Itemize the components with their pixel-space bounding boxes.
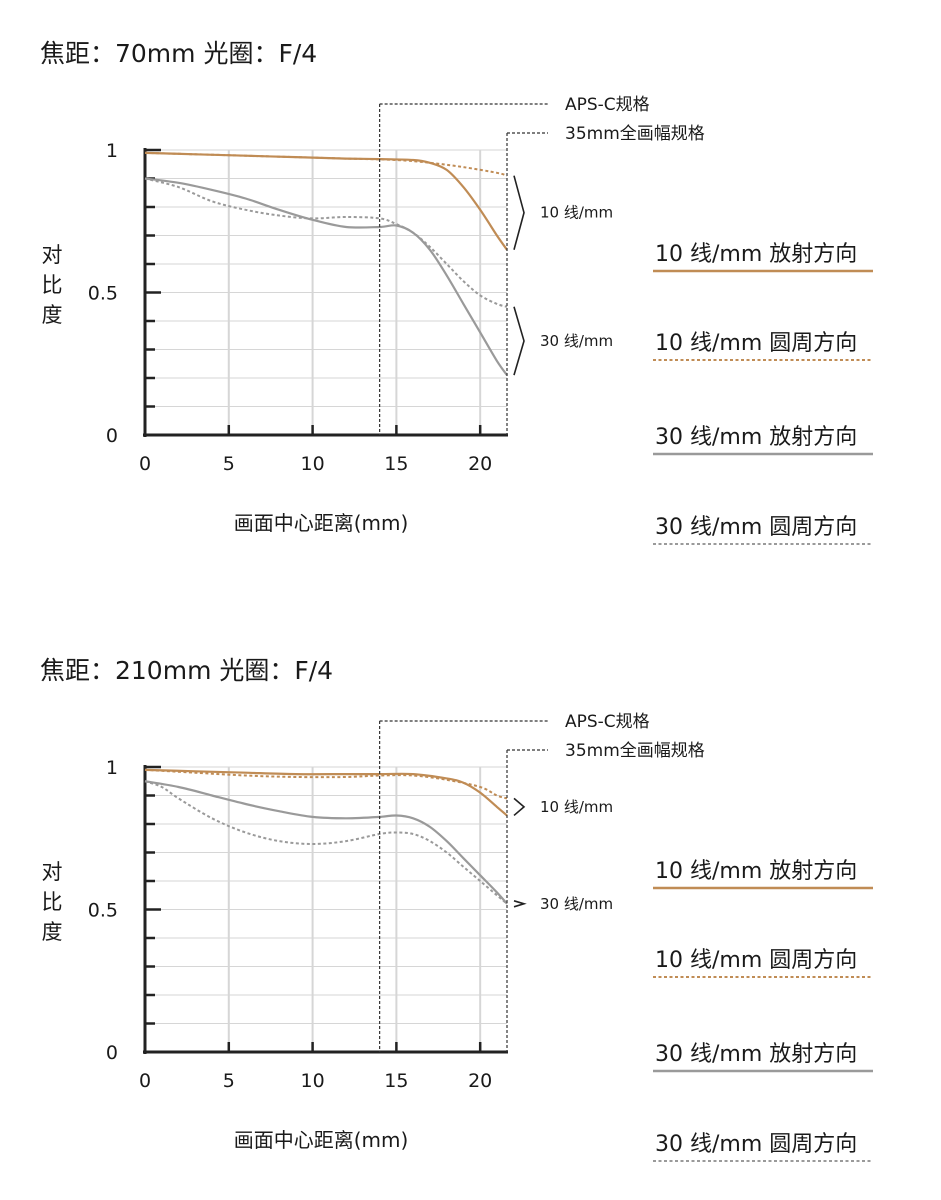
y-axis-label: 对比度 — [42, 243, 63, 327]
legend-label: 30 线/mm 放射方向 — [655, 1042, 857, 1067]
x-axis-label: 画面中心距离(mm) — [234, 1128, 409, 1152]
series-line-3 — [144, 780, 508, 905]
legend-label: 10 线/mm 圆周方向 — [655, 948, 857, 973]
chart-title: 焦距：70mm 光圈：F/4 — [40, 39, 317, 68]
legend-label: 30 线/mm 圆周方向 — [655, 515, 857, 540]
x-tick-label: 5 — [223, 453, 235, 475]
group-label: 30 线/mm — [540, 895, 613, 913]
group-label: 10 线/mm — [540, 798, 613, 816]
series-line-4 — [144, 780, 508, 905]
series-line-3 — [144, 177, 508, 376]
y-tick-label: 1 — [106, 140, 118, 162]
group-bracket — [513, 306, 525, 376]
x-tick-label: 20 — [468, 453, 492, 475]
y-tick-label: 0 — [106, 1042, 118, 1064]
x-tick-label: 0 — [139, 1070, 151, 1092]
y-tick-label: 1 — [106, 757, 118, 779]
series-line-1 — [144, 768, 508, 817]
x-tick-label: 10 — [300, 1070, 324, 1092]
x-tick-label: 5 — [223, 1070, 235, 1092]
legend-label: 10 线/mm 放射方向 — [655, 859, 857, 884]
grid — [145, 149, 507, 435]
x-tick-label: 15 — [384, 1070, 408, 1092]
group-bracket — [513, 900, 527, 908]
legend-label: 30 线/mm 放射方向 — [655, 425, 857, 450]
x-tick-label: 10 — [300, 453, 324, 475]
y-tick-label: 0.5 — [88, 900, 118, 922]
series-line-2 — [144, 151, 508, 177]
group-bracket — [513, 797, 526, 817]
legend-label: 30 线/mm 圆周方向 — [655, 1132, 857, 1157]
x-axis-label: 画面中心距离(mm) — [234, 511, 409, 535]
grid — [145, 766, 507, 1052]
group-label: 10 线/mm — [540, 204, 613, 222]
y-tick-label: 0.5 — [88, 283, 118, 305]
marker-label: APS-C规格 — [565, 95, 650, 115]
chart-title: 焦距：210mm 光圈：F/4 — [40, 656, 333, 685]
x-tick-label: 20 — [468, 1070, 492, 1092]
group-label: 30 线/mm — [540, 332, 613, 350]
series-line-2 — [144, 768, 508, 800]
series-line-4 — [144, 177, 508, 308]
chart-panel-2: 焦距：210mm 光圈：F/400.510 5 10 15 20对比度画面中心距离(mm… — [40, 656, 873, 1162]
marker-label: 35mm全画幅规格 — [565, 741, 705, 761]
marker-label: 35mm全画幅规格 — [565, 124, 705, 144]
marker-label: APS-C规格 — [565, 712, 650, 732]
legend-label: 10 线/mm 放射方向 — [655, 242, 857, 267]
x-tick-label: 0 — [139, 453, 151, 475]
group-bracket — [513, 175, 525, 250]
chart-panel-1: 焦距：70mm 光圈：F/400.510 5 10 15 20对比度画面中心距离(mm)… — [40, 39, 873, 545]
legend-label: 10 线/mm 圆周方向 — [655, 331, 857, 356]
y-axis-label: 对比度 — [42, 860, 63, 944]
y-tick-label: 0 — [106, 425, 118, 447]
x-tick-label: 15 — [384, 453, 408, 475]
